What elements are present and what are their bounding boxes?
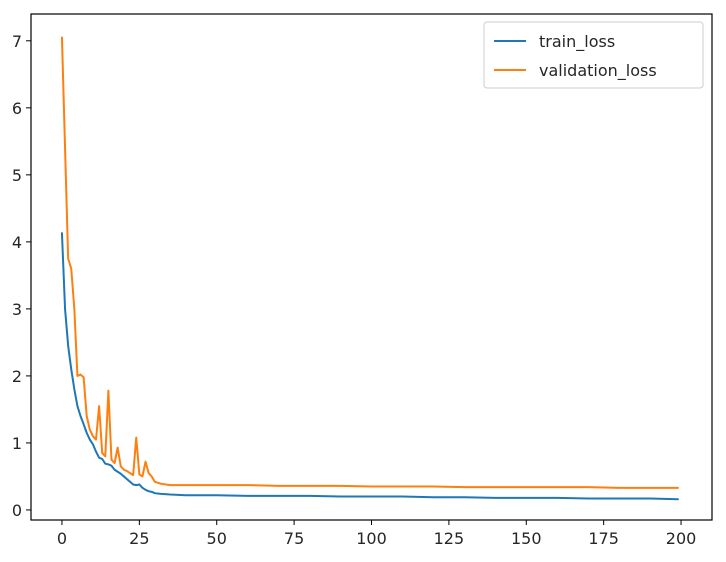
- x-tick-label: 150: [511, 529, 542, 548]
- legend: train_loss validation_loss: [483, 21, 704, 89]
- x-tick-label: 200: [666, 529, 697, 548]
- x-tick-label: 100: [356, 529, 387, 548]
- y-tick-label: 7: [12, 32, 22, 51]
- legend-box: [483, 21, 704, 89]
- x-tick-label: 50: [207, 529, 227, 548]
- y-tick-label: 0: [12, 501, 22, 520]
- plot-frame: [30, 13, 713, 521]
- y-tick-label: 4: [12, 233, 22, 252]
- x-tick-label: 25: [129, 529, 149, 548]
- x-axis: 0 25 50 75 100 125 150 175 200: [57, 520, 696, 548]
- series-layer: [60, 36, 679, 501]
- x-tick-label: 0: [57, 529, 67, 548]
- y-tick-label: 6: [12, 99, 22, 118]
- series-line-train-loss: [60, 232, 679, 501]
- legend-label-validation-loss: validation_loss: [539, 61, 657, 81]
- y-tick-label: 3: [12, 300, 22, 319]
- x-tick-label: 125: [434, 529, 465, 548]
- y-tick-label: 5: [12, 166, 22, 185]
- y-tick-label: 1: [12, 434, 22, 453]
- legend-label-train-loss: train_loss: [539, 32, 615, 52]
- y-axis: 0 1 2 3 4 5 6 7: [12, 32, 31, 520]
- plot-area: [30, 13, 713, 521]
- series-line-validation-loss: [60, 36, 679, 489]
- y-tick-label: 2: [12, 367, 22, 386]
- x-tick-label: 75: [284, 529, 304, 548]
- x-tick-label: 175: [588, 529, 619, 548]
